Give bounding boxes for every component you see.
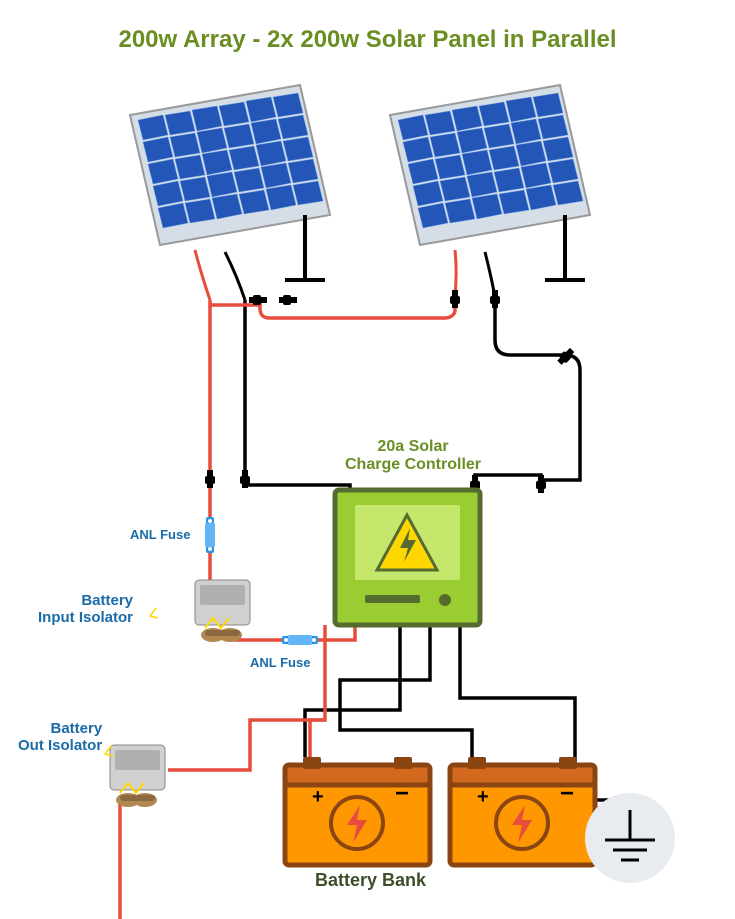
- wiring-diagram: + −: [0, 0, 735, 919]
- anl-fuse-top-icon: [205, 517, 215, 553]
- battery-left-icon: [285, 757, 430, 865]
- battery-out-isolator-icon: [110, 745, 165, 807]
- ground-icon: [585, 793, 675, 883]
- mc4-connectors: [205, 290, 576, 493]
- battery-right-icon: [450, 757, 595, 865]
- solar-panel-left: [130, 85, 330, 280]
- anl-fuse-mid-icon: [282, 635, 318, 645]
- charge-controller-icon: [335, 490, 480, 625]
- solar-panel-right: [390, 85, 590, 280]
- battery-input-isolator-icon: [195, 580, 250, 642]
